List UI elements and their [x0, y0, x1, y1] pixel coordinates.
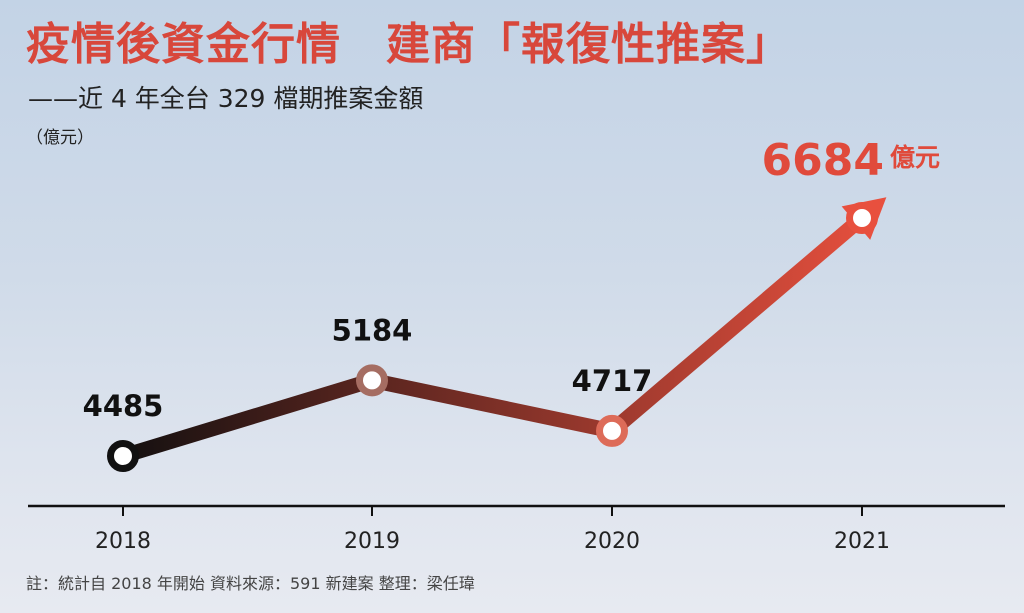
x-tick-label: 2019 [344, 529, 400, 554]
data-label: 5184 [332, 313, 413, 347]
x-tick-label: 2021 [834, 529, 890, 554]
data-label-unit: 億元 [890, 143, 940, 172]
data-point [596, 414, 628, 447]
data-label: 4485 [83, 389, 164, 423]
y-unit-label: （億元） [26, 128, 94, 148]
series-line-group [115, 197, 887, 464]
chart-subtitle: ——近 4 年全台 329 檔期推案金額 [28, 84, 424, 113]
chart-title: 疫情後資金行情 建商「報復性推案」 [26, 19, 791, 70]
x-tick-label: 2018 [95, 529, 151, 554]
data-label: 4717 [572, 364, 653, 398]
x-tick-label: 2020 [584, 529, 640, 554]
data-point [356, 364, 388, 397]
series-line [115, 215, 864, 464]
footnote: 註：統計自 2018 年開始 資料來源：591 新建案 整理：梁任瑋 [26, 574, 475, 593]
data-marks-group: 2018 4485 2019 5184 2020 4717 2021 6684 億元 [83, 135, 940, 554]
data-point [107, 440, 139, 472]
data-point [846, 202, 878, 234]
data-label-highlight: 6684 [762, 135, 884, 186]
